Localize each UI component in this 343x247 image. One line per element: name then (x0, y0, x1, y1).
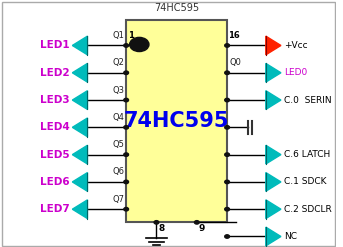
Text: Q1: Q1 (113, 31, 125, 40)
Polygon shape (266, 91, 281, 109)
Circle shape (124, 98, 129, 102)
Polygon shape (266, 200, 281, 219)
Polygon shape (266, 173, 281, 191)
Circle shape (124, 71, 129, 75)
Circle shape (194, 221, 199, 224)
Text: LED2: LED2 (40, 68, 70, 78)
Text: Q4: Q4 (113, 113, 125, 122)
Circle shape (225, 235, 229, 238)
Text: Q6: Q6 (113, 167, 125, 177)
Polygon shape (266, 227, 281, 246)
Polygon shape (72, 173, 87, 191)
Text: LED5: LED5 (40, 150, 70, 160)
Polygon shape (266, 63, 281, 82)
Text: +Vcc: +Vcc (284, 41, 308, 50)
Circle shape (225, 71, 229, 75)
Circle shape (225, 44, 229, 47)
Text: 1: 1 (128, 31, 134, 40)
Text: 74HC595: 74HC595 (124, 111, 229, 131)
Circle shape (225, 207, 229, 211)
Text: NC: NC (284, 232, 297, 241)
Text: LED4: LED4 (40, 122, 70, 132)
Text: Q5: Q5 (113, 140, 125, 149)
Circle shape (225, 153, 229, 156)
Text: Q7: Q7 (113, 195, 125, 204)
Polygon shape (72, 36, 87, 55)
Circle shape (130, 37, 149, 52)
Text: LED3: LED3 (40, 95, 70, 105)
Text: C.2 SDCLR: C.2 SDCLR (284, 205, 332, 214)
Circle shape (225, 98, 229, 102)
Text: 8: 8 (158, 224, 164, 233)
Circle shape (124, 126, 129, 129)
Text: Q3: Q3 (113, 86, 125, 95)
Circle shape (124, 207, 129, 211)
Circle shape (124, 44, 129, 47)
Text: Q0: Q0 (229, 58, 241, 67)
Polygon shape (72, 145, 87, 164)
Text: C.6 LATCH: C.6 LATCH (284, 150, 331, 159)
Text: 74HC595: 74HC595 (154, 3, 199, 13)
Text: C.1 SDCK: C.1 SDCK (284, 177, 327, 186)
Text: LED7: LED7 (40, 204, 70, 214)
Circle shape (225, 126, 229, 129)
Bar (126, 20, 227, 222)
Circle shape (124, 153, 129, 156)
Text: 7: 7 (154, 220, 155, 221)
Polygon shape (72, 118, 87, 137)
Text: 9: 9 (199, 224, 205, 233)
Circle shape (225, 180, 229, 184)
Polygon shape (266, 145, 281, 164)
Text: LED1: LED1 (40, 41, 70, 50)
Polygon shape (72, 91, 87, 109)
Circle shape (124, 180, 129, 184)
Polygon shape (266, 36, 281, 55)
Text: LED6: LED6 (40, 177, 70, 187)
Circle shape (154, 221, 159, 224)
Text: 16: 16 (228, 31, 240, 40)
Polygon shape (72, 63, 87, 82)
Text: C.0  SERIN: C.0 SERIN (284, 96, 332, 104)
Text: Q2: Q2 (113, 58, 125, 67)
Text: LED0: LED0 (284, 68, 308, 77)
Polygon shape (72, 200, 87, 219)
